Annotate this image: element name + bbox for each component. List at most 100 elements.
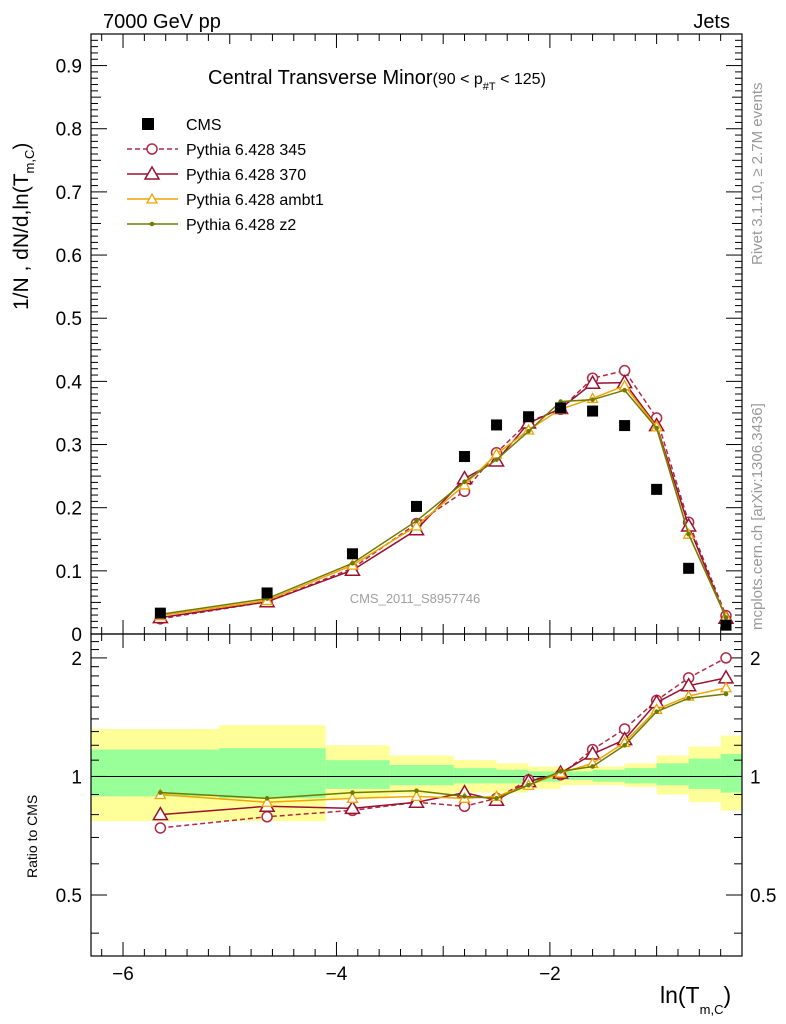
series-layer [152,364,735,834]
legend-label-data: CMS [186,117,222,134]
x-tick-label: −6 [112,964,134,985]
y-tick-label: 0.4 [56,372,83,393]
ratio-tick-label-right: 0.5 [750,886,776,907]
data-point [587,405,599,417]
series-point [414,518,419,524]
series-ratio-point [494,796,499,801]
legend-label: Pythia 6.428 370 [186,167,306,184]
series-ratio-point [719,681,733,693]
analysis-watermark: CMS_2011_S8957746 [350,591,481,606]
green-band-bin [720,754,742,793]
y-axis-label-top: 1/N , dN/d,ln(Tm,C) [10,143,37,310]
series-point [654,425,659,431]
y-axis-label-bottom: Ratio to CMS [24,795,40,878]
y-tick-label: 0.8 [56,120,82,141]
green-band-bin [453,768,497,784]
ratio-tick-label-right: 2 [750,649,761,670]
series-point [584,374,601,390]
series-point [494,457,499,462]
legend-label: Pythia 6.428 345 [186,142,306,159]
series-ratio-point [346,791,359,803]
series-ratio-point [344,799,361,815]
uncertainty-bands [91,725,742,822]
data-point [261,587,273,599]
legend-marker-data [142,118,154,130]
data-point [411,500,422,512]
series-ratio-point [622,742,627,748]
y-tick-label: 0.1 [56,562,82,583]
series-point [622,387,627,393]
x-axis-label: ln(Tm,C) [660,982,731,1017]
y-tick-label: 0.3 [56,436,82,457]
series-ratio-point [264,796,270,801]
series-ratio-point [408,793,425,808]
data-point [154,607,166,619]
series-point [350,560,355,566]
series-point [723,615,729,620]
green-band-bin [389,764,454,786]
data-point [346,548,358,560]
data-point [555,402,567,414]
data-point [491,419,503,431]
series-ratio-point [410,790,423,802]
legend: CMS Pythia 6.428 345 Pythia 6.428 370 Pythi… [127,117,324,234]
ratio-tick-label: 2 [71,649,82,670]
series-point [526,428,531,434]
data-point [651,483,663,495]
header-left: 7000 GeV pp [103,11,221,33]
data-series [154,402,732,631]
legend-marker [146,143,158,155]
header-right: Jets [693,11,730,33]
y-tick-label: 0.6 [56,246,82,267]
series-ratio-point [654,709,659,715]
series-ratio-point [154,822,167,834]
y-tick-label: 0.9 [56,57,82,78]
green-band-bin [688,758,721,789]
rivet-label: Rivet 3.1.10, ≥ 2.7M events [749,83,766,266]
axis-ticks: −6 −4 −2 0 0.1 0.2 0.3 0.4 0.5 0.6 0.7 0.8 0.9 0.5 0.5… [56,34,776,985]
series-ratio-point [350,790,355,795]
series-ratio-point [590,764,595,769]
ratio-panel-frame [90,633,743,957]
mcplots-label: mcplots.cern.ch [arXiv:1306.3436] [749,403,766,630]
y-tick-label: 0.7 [56,183,82,204]
series-point [618,364,631,377]
series-ratio-point [152,806,169,821]
series-ratio-point [158,790,163,795]
x-tick-label: −2 [539,964,561,985]
x-tick-label: −4 [326,964,348,985]
series-point [686,531,691,537]
green-band-bin [592,769,625,782]
series-ratio-point [723,691,729,697]
series-point [590,397,595,402]
series-ratio-point [720,652,732,664]
legend-marker [145,192,159,204]
legend-label: Pythia 6.428 z2 [186,217,296,234]
legend-marker [143,165,161,180]
ratio-tick-label: 1 [71,767,82,788]
y-tick-label: 0 [71,625,82,646]
data-point [459,451,471,463]
y-tick-label: 0.5 [56,309,82,330]
y-tick-label: 0.2 [56,499,82,520]
data-point [619,420,631,432]
chart-title: Central Transverse Minor(90 < p#T < 125) [208,67,546,93]
green-band-bin [91,749,220,797]
data-point [720,619,732,631]
green-band-bin [325,760,390,789]
series-ratio-point [414,788,419,794]
series-ratio-point [686,695,691,701]
series-ratio-point [260,795,274,807]
ratio-tick-label: 0.5 [56,886,82,907]
series-point [410,519,423,531]
legend-marker [149,221,155,227]
green-band-bin [624,768,657,784]
data-point [523,411,535,423]
series-ratio-point [717,669,735,684]
series-ratio-point [462,794,467,799]
data-point [683,562,695,574]
series-ratio-point [526,782,531,788]
green-band-bin [219,748,326,799]
series-ratio-point [558,769,563,774]
